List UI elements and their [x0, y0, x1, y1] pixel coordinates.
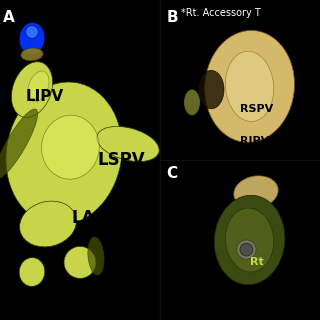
Text: *Rt. Accessory T: *Rt. Accessory T	[181, 8, 260, 18]
Ellipse shape	[214, 195, 285, 285]
Ellipse shape	[237, 240, 256, 259]
Ellipse shape	[19, 258, 45, 286]
Ellipse shape	[226, 51, 274, 122]
Ellipse shape	[42, 115, 99, 179]
Ellipse shape	[19, 22, 45, 54]
Text: LSPV: LSPV	[98, 151, 145, 169]
Ellipse shape	[198, 70, 224, 109]
Ellipse shape	[234, 176, 278, 208]
Ellipse shape	[88, 237, 104, 275]
Ellipse shape	[26, 26, 38, 38]
Ellipse shape	[20, 201, 76, 247]
Ellipse shape	[28, 71, 49, 102]
Text: C: C	[166, 166, 178, 181]
Ellipse shape	[97, 126, 159, 162]
Text: LAA: LAA	[71, 209, 108, 227]
Text: B: B	[166, 10, 178, 25]
Ellipse shape	[184, 90, 200, 115]
Text: Rt: Rt	[250, 257, 263, 268]
Text: RSPV: RSPV	[240, 104, 273, 114]
Text: A: A	[3, 10, 15, 25]
Ellipse shape	[12, 62, 52, 117]
Ellipse shape	[240, 243, 253, 256]
Ellipse shape	[205, 30, 294, 142]
Ellipse shape	[0, 109, 38, 179]
Text: RIPV: RIPV	[240, 136, 269, 146]
Ellipse shape	[64, 246, 96, 278]
Ellipse shape	[21, 48, 43, 61]
Ellipse shape	[6, 82, 122, 225]
Ellipse shape	[226, 208, 274, 272]
Text: LIPV: LIPV	[26, 89, 64, 103]
